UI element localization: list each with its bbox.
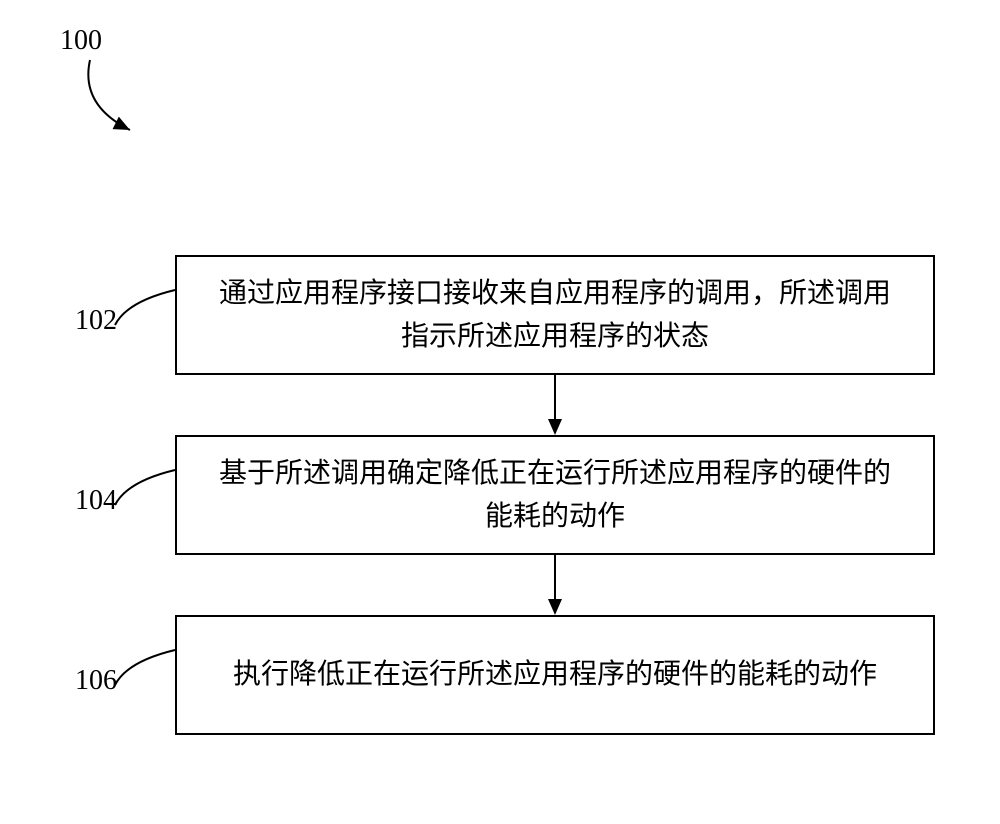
step-box-104: 基于所述调用确定降低正在运行所述应用程序的硬件的能耗的动作: [175, 435, 935, 555]
step-box-106: 执行降低正在运行所述应用程序的硬件的能耗的动作: [175, 615, 935, 735]
edge-104-106: [535, 555, 575, 615]
step-text-104: 基于所述调用确定降低正在运行所述应用程序的硬件的能耗的动作: [207, 452, 903, 539]
step-text-102: 通过应用程序接口接收来自应用程序的调用，所述调用指示所述应用程序的状态: [207, 272, 903, 359]
edge-102-104: [535, 375, 575, 435]
flowchart-canvas: 100102通过应用程序接口接收来自应用程序的调用，所述调用指示所述应用程序的状…: [0, 0, 1000, 824]
step-box-102: 通过应用程序接口接收来自应用程序的调用，所述调用指示所述应用程序的状态: [175, 255, 935, 375]
diagram-ref-arrow: [70, 40, 150, 150]
step-text-106: 执行降低正在运行所述应用程序的硬件的能耗的动作: [233, 653, 877, 696]
